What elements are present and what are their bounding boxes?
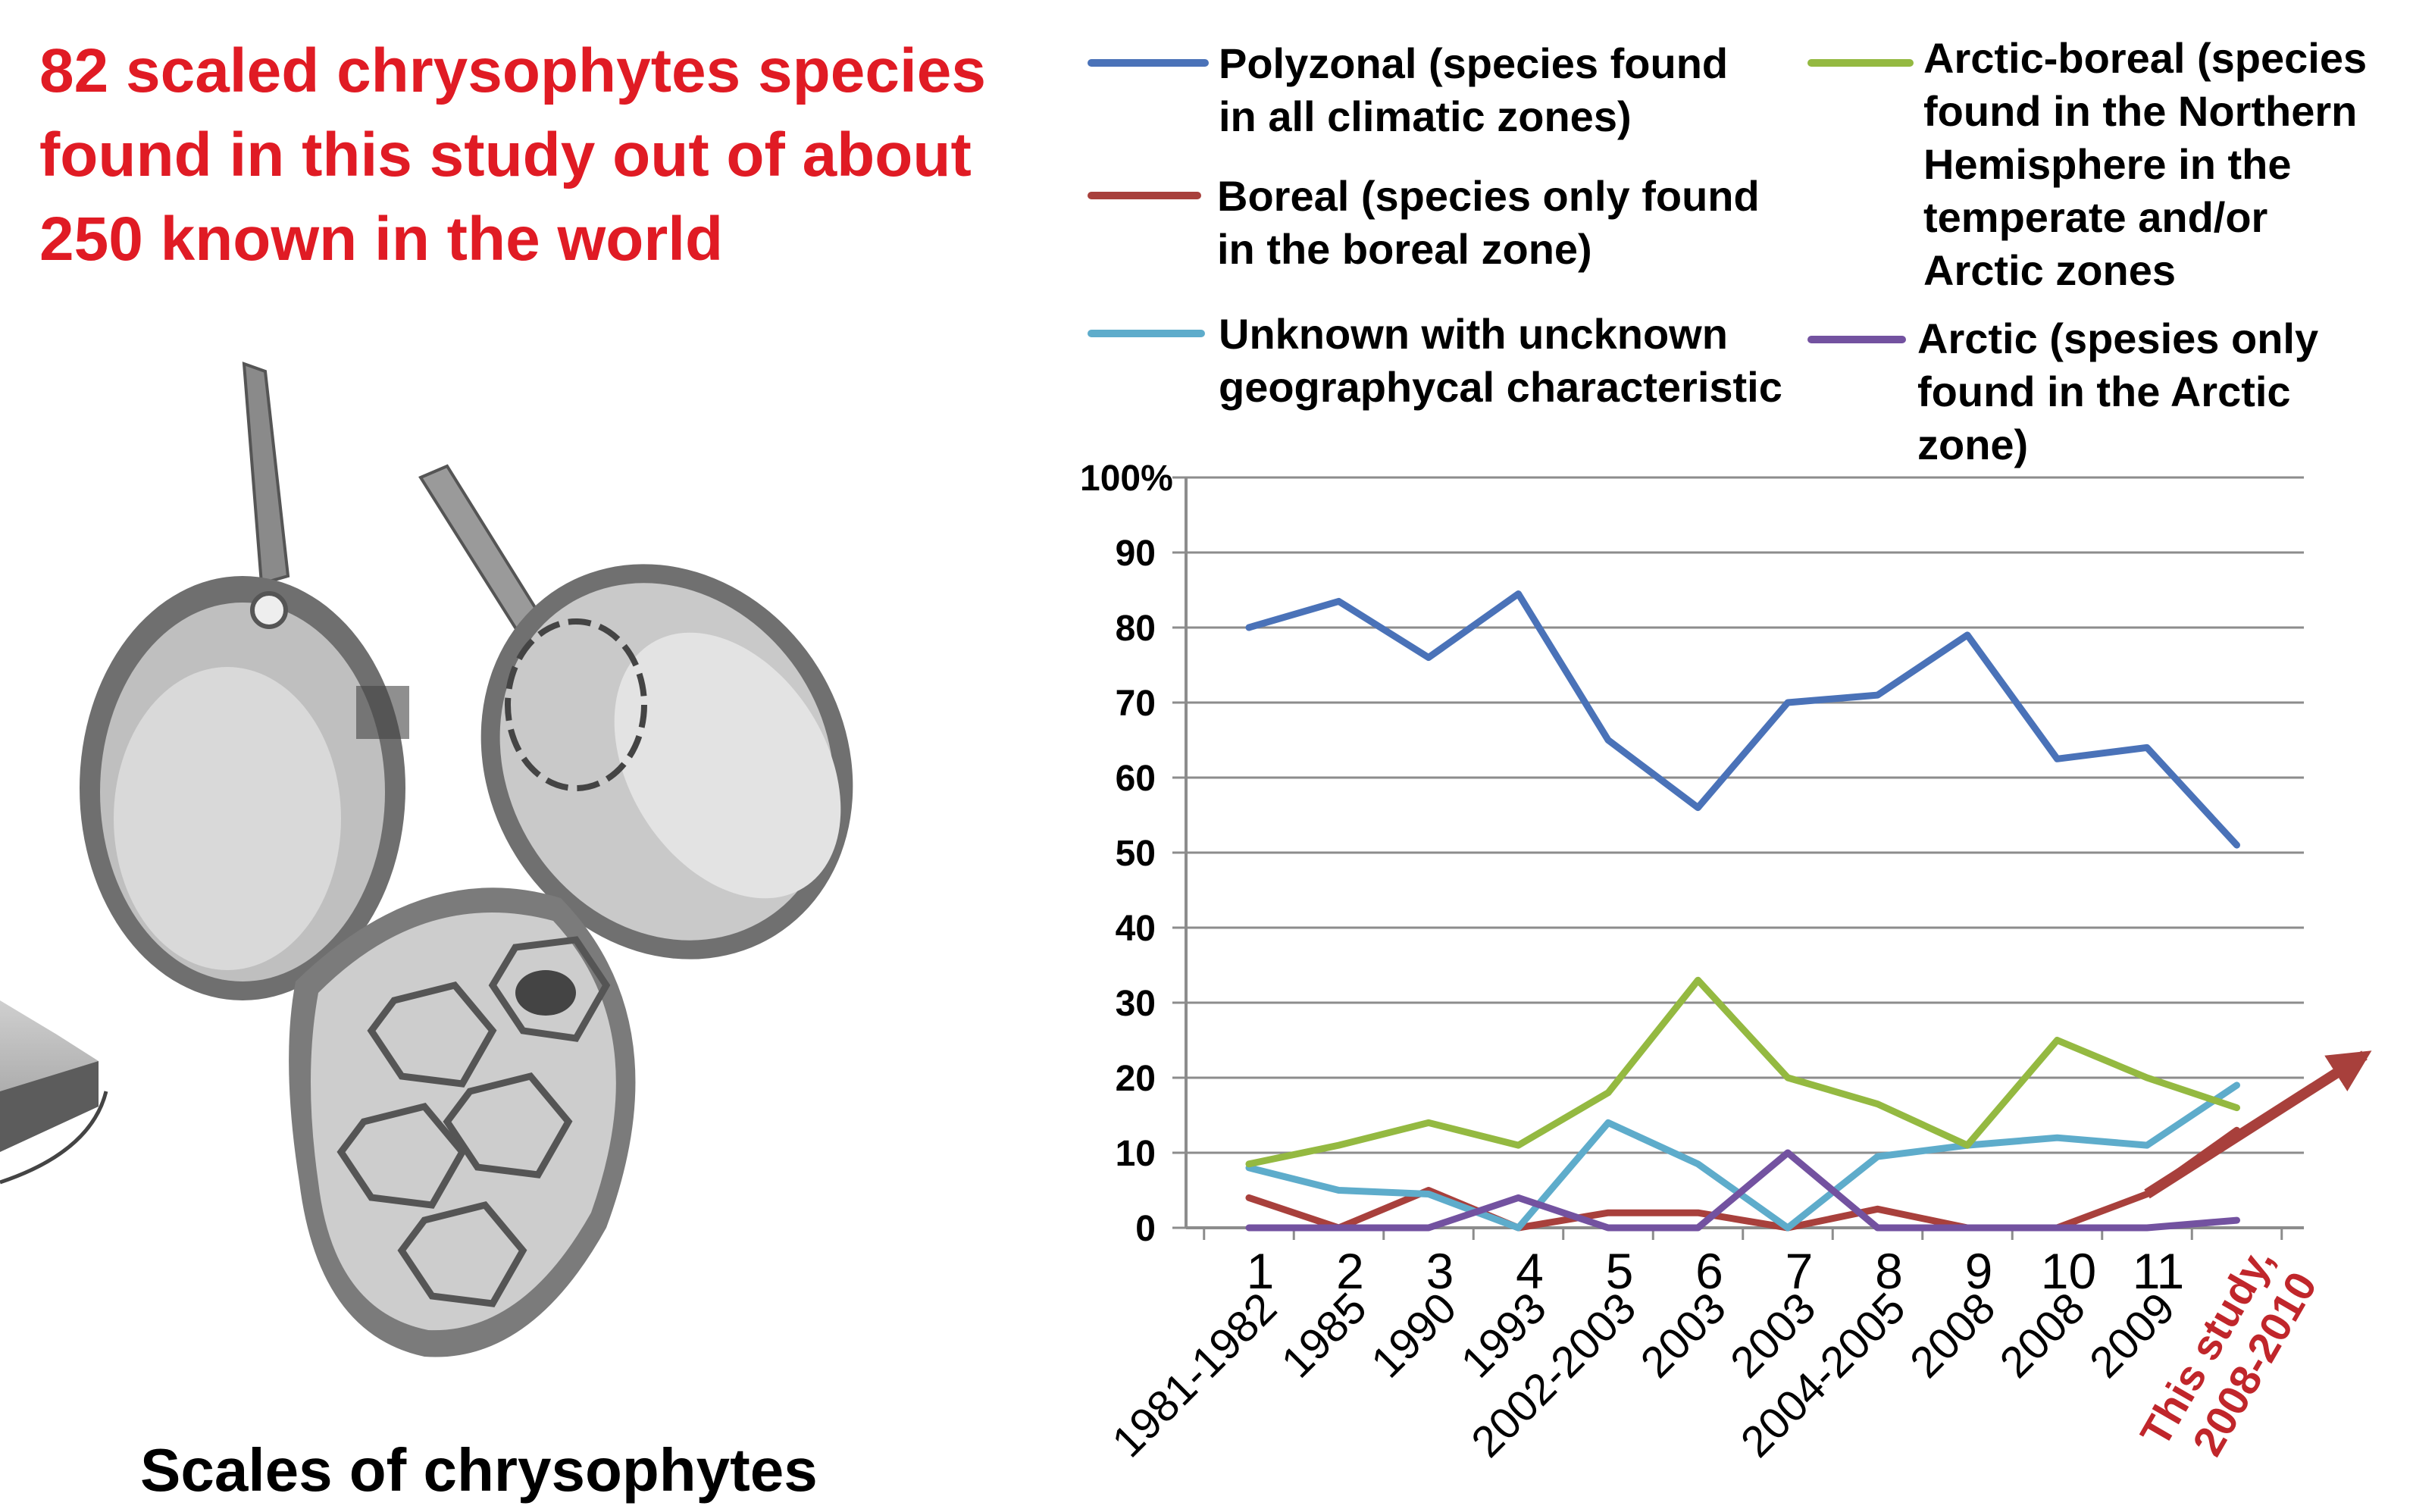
x-number-label: 7: [1785, 1243, 1814, 1299]
y-tick-label: 90: [1116, 534, 1156, 574]
line-chart: 0 10 20 30 40 50 60 70 80 90 100% 1 2 3 4 5 6 7 8 9 10 11 19…: [1080, 459, 2372, 1467]
legend-label-boreal: Boreal (species only found in the boreal …: [1217, 172, 1760, 273]
x-number-label: 2: [1336, 1243, 1364, 1299]
x-number-label: 5: [1606, 1243, 1634, 1299]
x-number-label: 1: [1247, 1243, 1275, 1299]
x-number-label: 6: [1695, 1243, 1723, 1299]
y-tick-label: 80: [1116, 609, 1156, 649]
y-tick-label: 70: [1116, 684, 1156, 724]
series-line-unknown: [1245, 1082, 2240, 1232]
chart-legend: Polyzonal (species found in all climatic …: [1088, 34, 2367, 468]
series-line-boreal: [1245, 1126, 2240, 1232]
series-line-arctic: [1245, 1149, 2240, 1232]
legend-item-unknown: Unknown with uncknown geographycal charac…: [1088, 310, 1782, 411]
legend-item-polyzonal: Polyzonal (species found in all climatic …: [1088, 39, 1728, 140]
image-caption: Scales of chrysophytes: [140, 1436, 818, 1504]
scale-1: [80, 362, 409, 1000]
series-line-polyzonal: [1245, 590, 2240, 849]
x-number-label: 11: [2133, 1243, 2185, 1299]
scale-3: [289, 887, 636, 1357]
gridlines: [1172, 476, 2304, 1229]
y-tick-label: 100%: [1080, 459, 1173, 499]
y-tick-label: 40: [1116, 909, 1156, 949]
x-number-label: 9: [1965, 1243, 1993, 1299]
headline: 82 scaled chrysophytes species found in …: [39, 36, 986, 274]
scale-2: [418, 464, 853, 959]
legend-label-arctic-boreal: Arctic-boreal (species found in the North…: [1923, 34, 2367, 294]
x-number-label: 3: [1426, 1243, 1454, 1299]
y-tick-labels: 0 10 20 30 40 50 60 70 80 90 100%: [1080, 459, 1173, 1249]
legend-label-arctic: Arctic (spesies only found in the Arctic z…: [1917, 315, 2318, 468]
chrysophyte-scales-illustration: [0, 362, 853, 1357]
legend-label-polyzonal: Polyzonal (species found in all climatic …: [1219, 39, 1728, 140]
x-number-label: 8: [1875, 1243, 1903, 1299]
x-number-label: 10: [2041, 1243, 2096, 1299]
trend-arrow: [2144, 1050, 2372, 1199]
series-lines: [1245, 590, 2240, 1232]
y-tick-label: 50: [1116, 834, 1156, 874]
legend-label-unknown: Unknown with uncknown geographycal charac…: [1219, 310, 1782, 411]
y-tick-label: 0: [1135, 1209, 1156, 1249]
y-tick-label: 60: [1116, 759, 1156, 799]
series-line-arctic-boreal: [1245, 976, 2240, 1168]
gray-box-shape: [0, 1000, 108, 1185]
x-number-labels: 1 2 3 4 5 6 7 8 9 10 11: [1247, 1243, 2185, 1299]
legend-item-boreal: Boreal (species only found in the boreal …: [1088, 172, 1760, 273]
y-tick-label: 20: [1116, 1059, 1156, 1099]
legend-item-arctic-boreal: Arctic-boreal (species found in the North…: [1807, 34, 2367, 294]
legend-item-arctic: Arctic (spesies only found in the Arctic z…: [1807, 315, 2318, 468]
y-tick-label: 10: [1116, 1134, 1156, 1174]
x-number-label: 4: [1516, 1243, 1544, 1299]
y-tick-label: 30: [1116, 984, 1156, 1024]
chart-axes: [1185, 477, 2304, 1240]
x-category-label: 1981-1982: [1103, 1283, 1286, 1467]
